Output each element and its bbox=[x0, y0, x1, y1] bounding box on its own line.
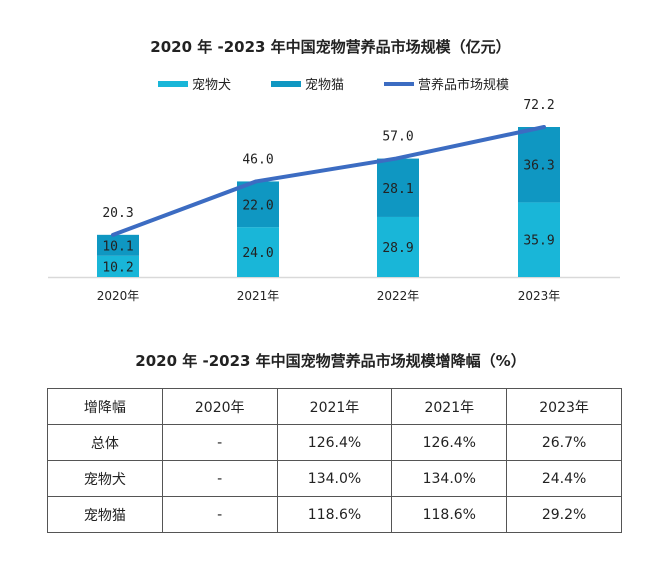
bar-dog-2023年 bbox=[518, 202, 560, 277]
stacked-bar-line-chart: 宠物犬 宠物猫 营养品市场规模 10.2 10.1 20.3 24.0 22.0 46.0… bbox=[48, 77, 620, 303]
table-title: 2020 年 -2023 年中国宠物营养品市场规模增降幅（%） bbox=[135, 352, 526, 370]
legend-swatch-cat bbox=[271, 81, 301, 87]
legend-swatch-market-size bbox=[384, 82, 414, 86]
x-tick-label: 2020年 bbox=[97, 289, 140, 303]
legend-label-market-size: 营养品市场规模 bbox=[418, 77, 509, 93]
data-label-cat: 28.1 bbox=[382, 182, 413, 197]
bar-cat-2023年 bbox=[518, 127, 560, 203]
table-header-cell: 2020年 bbox=[161, 388, 278, 425]
table-cell: - bbox=[161, 496, 278, 533]
table-cell: 118.6% bbox=[276, 496, 393, 533]
table-cell: 24.4% bbox=[506, 460, 622, 497]
table-header-cell: 增降幅 bbox=[47, 388, 163, 425]
table-cell: 134.0% bbox=[391, 460, 508, 497]
data-label-cat: 10.1 bbox=[102, 239, 133, 254]
table-cell: 126.4% bbox=[276, 424, 393, 461]
table-cell: 118.6% bbox=[391, 496, 508, 533]
bar-dog-2020年 bbox=[97, 255, 139, 277]
table-row: 宠物猫 - 118.6% 118.6% 29.2% bbox=[47, 496, 622, 533]
chart-title: 2020 年 -2023 年中国宠物营养品市场规模（亿元） bbox=[150, 38, 511, 56]
legend-label-dog: 宠物犬 bbox=[192, 77, 231, 93]
table-cell: 134.0% bbox=[276, 460, 393, 497]
data-label-dog: 10.2 bbox=[102, 260, 133, 275]
data-label-dog: 35.9 bbox=[523, 234, 554, 249]
table-cell: 29.2% bbox=[506, 496, 622, 533]
data-label-total: 72.2 bbox=[523, 98, 554, 113]
table-cell: 26.7% bbox=[506, 424, 622, 461]
bar-cat-2021年 bbox=[237, 181, 279, 228]
data-label-cat: 22.0 bbox=[242, 198, 273, 213]
table-header-row: 增降幅 2020年 2021年 2021年 2023年 bbox=[47, 388, 622, 425]
table-cell: - bbox=[161, 460, 278, 497]
table-header-cell: 2021年 bbox=[276, 388, 393, 425]
bar-cat-2022年 bbox=[377, 158, 419, 217]
x-tick-label: 2021年 bbox=[237, 289, 280, 303]
table-cell: 126.4% bbox=[391, 424, 508, 461]
legend-label-cat: 宠物猫 bbox=[305, 77, 344, 93]
legend-swatch-dog bbox=[158, 81, 188, 87]
x-tick-labels: 2020年 2021年 2022年 2023年 bbox=[97, 289, 561, 303]
bar-cat-2020年 bbox=[97, 234, 139, 256]
data-labels: 10.2 10.1 20.3 24.0 22.0 46.0 28.9 28.1 57.0 35.9… bbox=[102, 98, 554, 275]
table-header-cell: 2021年 bbox=[391, 388, 508, 425]
bars bbox=[97, 127, 560, 277]
growth-table: 增降幅 2020年 2021年 2021年 2023年 总体 - 126.4% … bbox=[47, 388, 622, 533]
table-row: 总体 - 126.4% 126.4% 26.7% bbox=[47, 424, 622, 461]
bar-dog-2021年 bbox=[237, 227, 279, 277]
table-cell: 总体 bbox=[47, 424, 163, 461]
line-series bbox=[111, 125, 546, 237]
data-label-total: 46.0 bbox=[242, 152, 273, 167]
data-label-dog: 24.0 bbox=[242, 246, 273, 261]
table-row: 宠物犬 - 134.0% 134.0% 24.4% bbox=[47, 460, 622, 497]
data-label-dog: 28.9 bbox=[382, 241, 413, 256]
table-cell: 宠物犬 bbox=[47, 460, 163, 497]
data-label-cat: 36.3 bbox=[523, 159, 554, 174]
table-cell: 宠物猫 bbox=[47, 496, 163, 533]
data-label-total: 20.3 bbox=[102, 206, 133, 221]
x-tick-label: 2023年 bbox=[518, 289, 561, 303]
market-size-line bbox=[111, 125, 546, 237]
x-tick-label: 2022年 bbox=[377, 289, 420, 303]
table-cell: - bbox=[161, 424, 278, 461]
data-label-total: 57.0 bbox=[382, 130, 413, 145]
bar-dog-2022年 bbox=[377, 216, 419, 277]
table-header-cell: 2023年 bbox=[506, 388, 622, 425]
legend: 宠物犬 宠物猫 营养品市场规模 bbox=[158, 77, 509, 93]
